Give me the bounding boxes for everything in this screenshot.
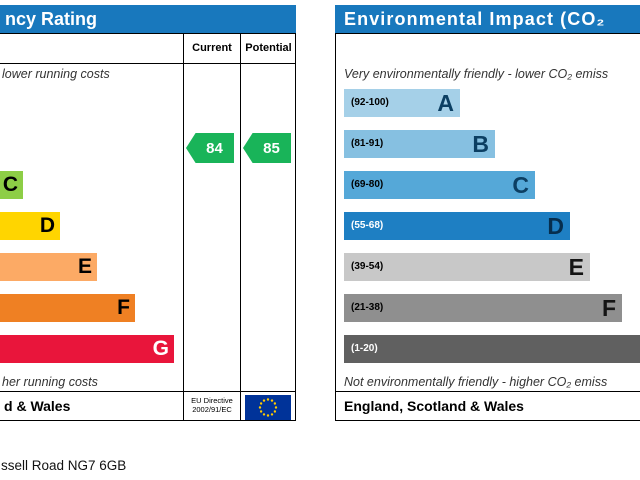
current-column-header: Current xyxy=(192,42,232,54)
current-rating-arrow: 84 xyxy=(186,133,234,163)
not-efficient-caption: her running costs xyxy=(2,375,98,389)
co2-band-letter: B xyxy=(472,131,489,157)
eu-flag-icon xyxy=(245,395,291,420)
co2-band-a: (92-100) A xyxy=(344,89,460,117)
column-divider-line xyxy=(240,34,241,420)
environmental-chart-body: Very environmentally friendly - lower CO… xyxy=(335,33,640,421)
footer-divider xyxy=(0,391,295,392)
column-header-divider xyxy=(0,63,295,64)
column-divider-line xyxy=(183,34,184,420)
energy-chart-title: ncy Rating xyxy=(5,8,98,29)
efficient-caption: lower running costs xyxy=(2,67,110,81)
energy-chart-body: Current Potential lower running costs C … xyxy=(0,33,296,421)
energy-band-g: G xyxy=(0,335,174,363)
co2-band-letter: A xyxy=(437,90,454,116)
co2-band-letter: F xyxy=(601,295,616,321)
eu-directive-label: EU Directive 2002/91/EC xyxy=(184,396,240,414)
environmentally-friendly-caption: Very environmentally friendly - lower CO… xyxy=(344,67,609,81)
co2-band-d: (55-68) D xyxy=(344,212,570,240)
energy-band-letter: E xyxy=(77,255,92,278)
co2-band-range: (69-80) xyxy=(351,179,384,190)
energy-band-f: F xyxy=(0,294,135,322)
co2-band-letter: D xyxy=(547,213,564,239)
energy-band-c: C xyxy=(0,171,23,199)
co2-band-e: (39-54) E xyxy=(344,253,590,281)
energy-band-letter: G xyxy=(152,337,169,360)
environmental-chart-region-label: England, Scotland & Wales xyxy=(344,398,524,414)
eu-directive-line2: 2002/91/EC xyxy=(192,405,232,414)
energy-band-e: E xyxy=(0,253,97,281)
co2-band-letter: C xyxy=(512,172,529,198)
environmental-chart-title-bar: Environmental Impact (CO₂ xyxy=(335,5,640,33)
co2-band-range: (39-54) xyxy=(351,261,384,272)
current-rating-value: 84 xyxy=(206,139,223,157)
energy-chart-region-label: d & Wales xyxy=(4,398,71,414)
energy-chart-title-bar: ncy Rating xyxy=(0,5,296,33)
potential-rating-value: 85 xyxy=(263,139,280,157)
co2-band-range: (1-20) xyxy=(351,343,378,354)
footer-divider xyxy=(336,391,640,392)
energy-band-letter: C xyxy=(2,173,18,196)
co2-band-b: (81-91) B xyxy=(344,130,495,158)
potential-column-header: Potential xyxy=(245,42,292,54)
environmental-chart-title: Environmental Impact (CO₂ xyxy=(344,8,606,29)
co2-band-range: (21-38) xyxy=(351,302,384,313)
co2-band-range: (55-68) xyxy=(351,220,384,231)
co2-band-range: (81-91) xyxy=(351,138,384,149)
energy-band-letter: F xyxy=(117,296,130,319)
not-environmentally-friendly-caption: Not environmentally friendly - higher CO… xyxy=(344,375,608,389)
co2-band-range: (92-100) xyxy=(351,97,389,108)
co2-band-letter: E xyxy=(568,254,584,280)
co2-band-g: (1-20) G xyxy=(344,335,640,363)
eu-directive-line1: EU Directive xyxy=(191,396,233,405)
property-address: ssell Road NG7 6GB xyxy=(1,458,127,473)
co2-band-c: (69-80) C xyxy=(344,171,535,199)
energy-band-d: D xyxy=(0,212,60,240)
co2-band-f: (21-38) F xyxy=(344,294,622,322)
potential-rating-arrow: 85 xyxy=(243,133,291,163)
energy-band-letter: D xyxy=(39,214,55,237)
